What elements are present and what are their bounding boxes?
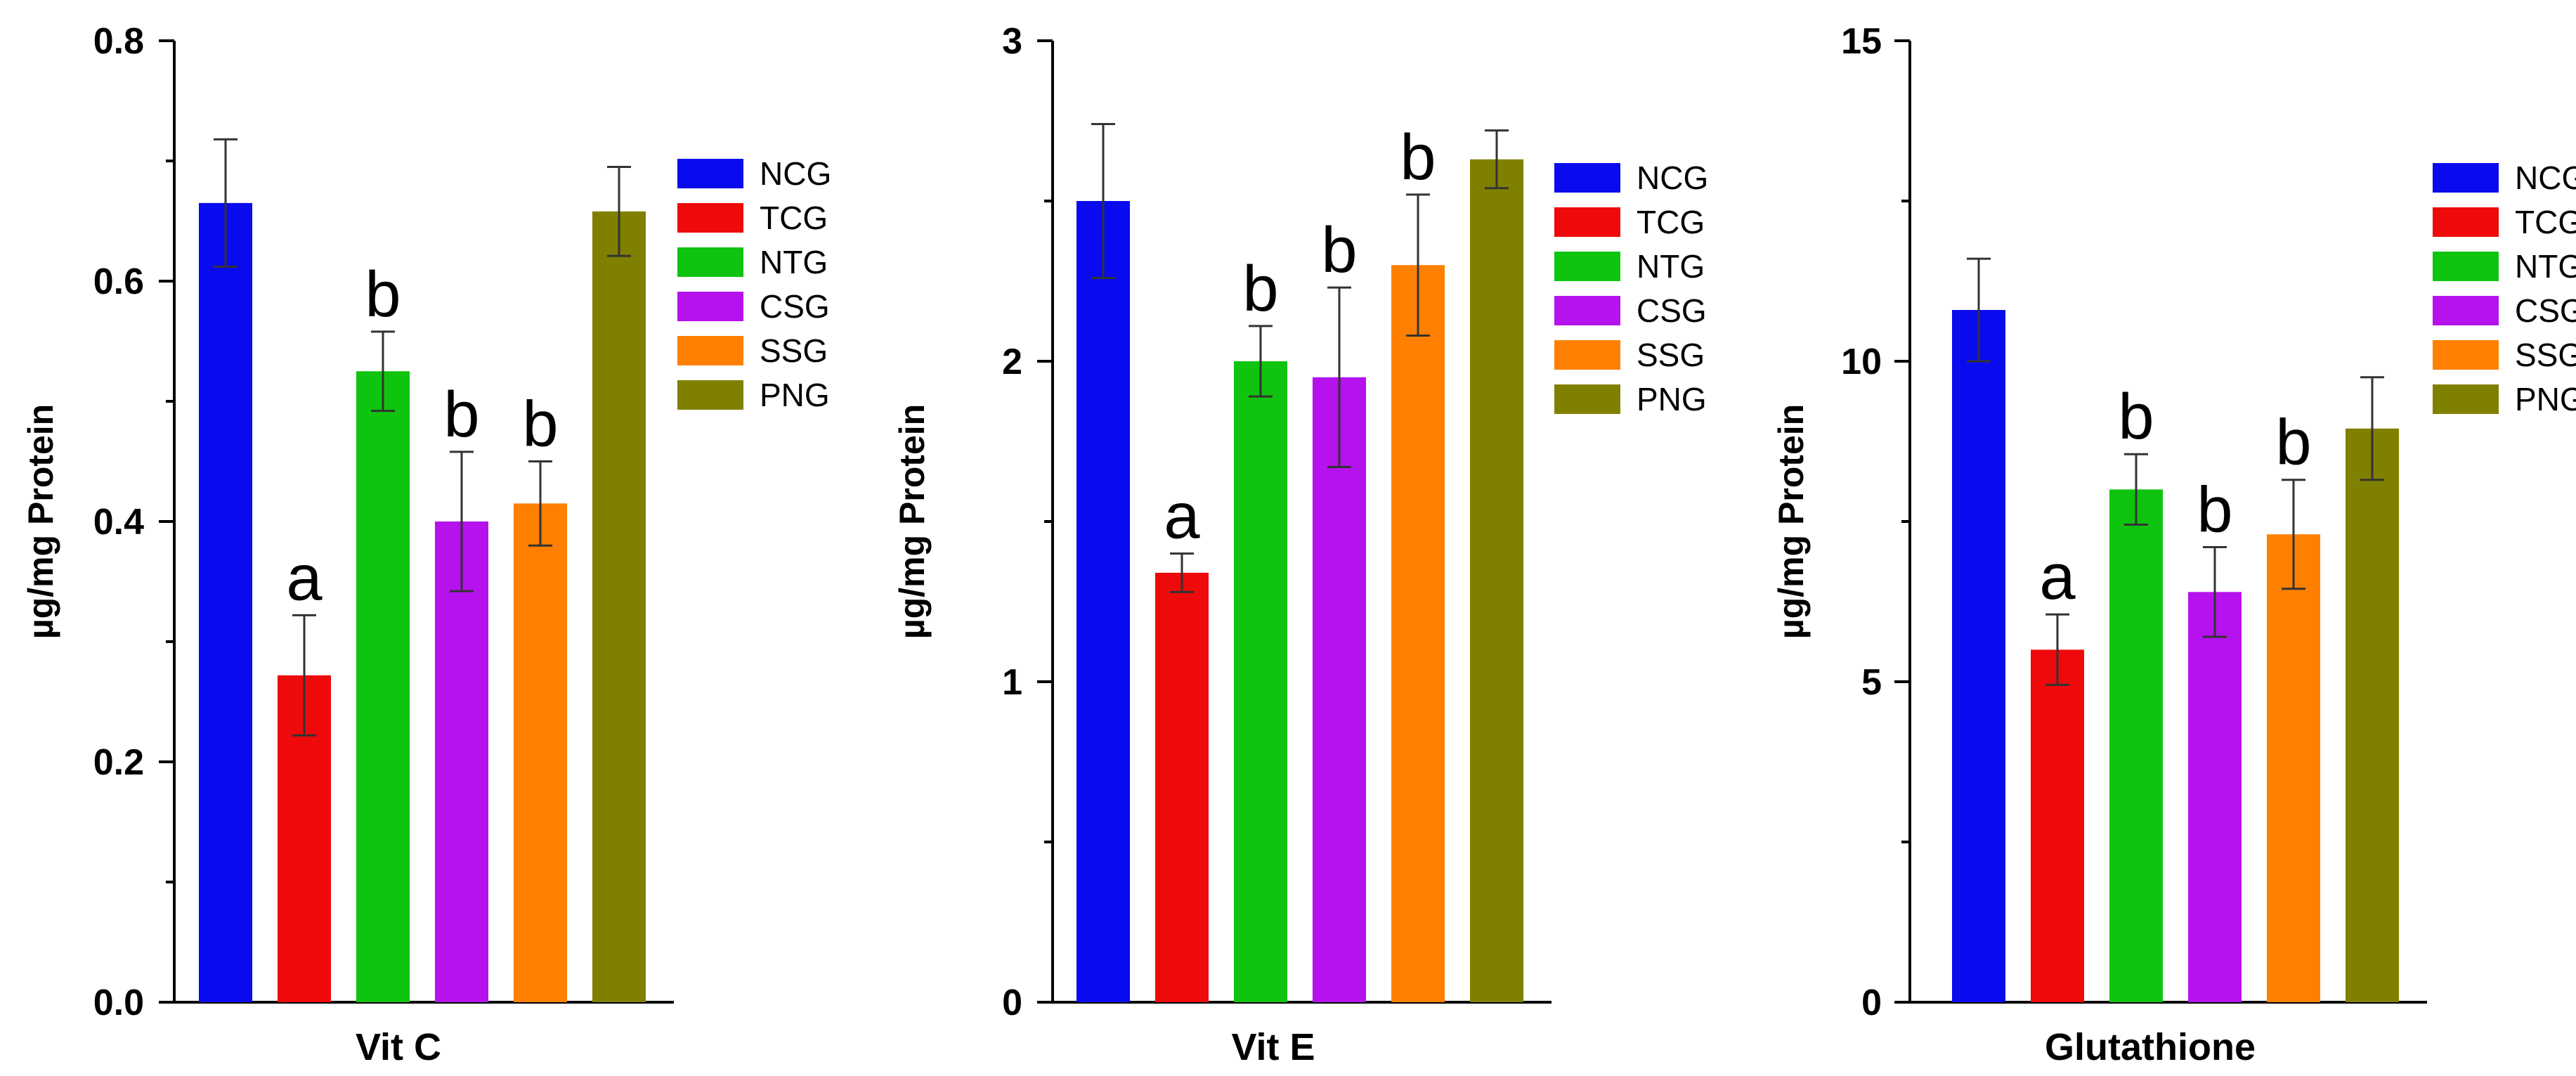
legend-label-ncg: NCG <box>2515 160 2576 196</box>
significance-label: b <box>2275 407 2311 479</box>
bar-png <box>2346 428 2399 1002</box>
significance-label: a <box>1164 481 1200 552</box>
bar-ncg <box>1076 201 1130 1002</box>
bar-csg <box>2188 592 2242 1002</box>
y-tick-label: 5 <box>1861 662 1882 703</box>
significance-label: a <box>2039 541 2076 613</box>
legend-label-png: PNG <box>1637 381 1707 417</box>
bar-csg <box>435 521 488 1002</box>
legend-swatch-tcg <box>2433 207 2499 237</box>
legend-label-tcg: TCG <box>1637 204 1705 240</box>
significance-label: a <box>286 542 323 614</box>
legend-swatch-tcg <box>677 203 743 233</box>
y-tick-label: 0.2 <box>93 742 144 783</box>
y-tick-label: 1 <box>1002 662 1022 703</box>
bar-png <box>1470 159 1523 1003</box>
y-tick-label: 2 <box>1002 342 1022 382</box>
legend-label-ncg: NCG <box>760 155 831 192</box>
significance-label: b <box>443 379 479 451</box>
legend-swatch-png <box>677 380 743 410</box>
bar-tcg <box>2031 649 2084 1002</box>
y-tick-label: 0 <box>1002 983 1022 1023</box>
legend-swatch-tcg <box>1554 207 1620 237</box>
y-tick-label: 0.8 <box>93 21 144 62</box>
legend-label-tcg: TCG <box>760 200 828 236</box>
legend-swatch-ntg <box>677 247 743 277</box>
significance-label: b <box>522 389 558 460</box>
bar-ssg <box>514 503 567 1002</box>
legend-label-csg: CSG <box>760 288 830 325</box>
bar-ntg <box>2109 489 2163 1002</box>
legend-swatch-ncg <box>1554 163 1620 193</box>
y-tick-label: 0 <box>1861 983 1882 1023</box>
legend-label-ssg: SSG <box>1637 337 1705 373</box>
legend-label-ntg: NTG <box>1637 248 1705 285</box>
significance-label: b <box>1242 253 1278 325</box>
legend-swatch-csg <box>2433 296 2499 325</box>
legend-swatch-csg <box>1554 296 1620 325</box>
significance-label: b <box>1400 122 1436 193</box>
bar-ssg <box>1391 265 1445 1003</box>
legend-label-tcg: TCG <box>2515 204 2576 240</box>
legend-swatch-ssg <box>677 336 743 365</box>
y-axis-title: µg/mg Protein <box>21 404 60 639</box>
bar-ntg <box>356 371 410 1002</box>
legend-label-csg: CSG <box>1637 292 1707 329</box>
y-axis-title: µg/mg Protein <box>892 404 932 639</box>
legend-swatch-ssg <box>2433 340 2499 370</box>
y-tick-label: 0.0 <box>93 983 144 1023</box>
legend-label-ntg: NTG <box>2515 248 2576 285</box>
y-tick-label: 0.4 <box>93 502 144 543</box>
significance-label: b <box>365 259 401 330</box>
legend-label-ssg: SSG <box>760 332 828 369</box>
bar-png <box>592 211 646 1002</box>
legend-label-png: PNG <box>2515 381 2576 417</box>
legend-swatch-png <box>2433 384 2499 414</box>
y-tick-label: 0.6 <box>93 261 144 302</box>
legend-swatch-png <box>1554 384 1620 414</box>
legend-swatch-ntg <box>2433 252 2499 281</box>
legend-label-ntg: NTG <box>760 244 828 280</box>
x-axis-title: Glutathione <box>2045 1026 2256 1068</box>
bar-tcg <box>1155 572 1209 1002</box>
legend-label-csg: CSG <box>2515 292 2576 329</box>
y-tick-label: 3 <box>1002 21 1022 62</box>
legend-swatch-csg <box>677 292 743 321</box>
bar-ncg <box>199 202 252 1003</box>
legend-swatch-ntg <box>1554 252 1620 281</box>
x-axis-title: Vit C <box>356 1026 441 1068</box>
bar-csg <box>1313 377 1366 1002</box>
legend-label-ssg: SSG <box>2515 337 2576 373</box>
bar-ntg <box>1234 361 1287 1002</box>
x-axis-title: Vit E <box>1231 1026 1315 1068</box>
legend-swatch-ncg <box>677 159 743 188</box>
y-tick-label: 10 <box>1841 342 1882 382</box>
legend-swatch-ncg <box>2433 163 2499 193</box>
y-tick-label: 15 <box>1841 21 1882 62</box>
legend-label-ncg: NCG <box>1637 160 1708 196</box>
y-axis-title: µg/mg Protein <box>1771 404 1811 639</box>
significance-label: b <box>2197 474 2232 545</box>
legend-label-png: PNG <box>760 377 830 413</box>
legend-swatch-ssg <box>1554 340 1620 370</box>
significance-label: b <box>2118 381 2154 453</box>
bar-ncg <box>1952 310 2005 1002</box>
significance-label: b <box>1321 214 1357 286</box>
bar-ssg <box>2267 534 2320 1002</box>
